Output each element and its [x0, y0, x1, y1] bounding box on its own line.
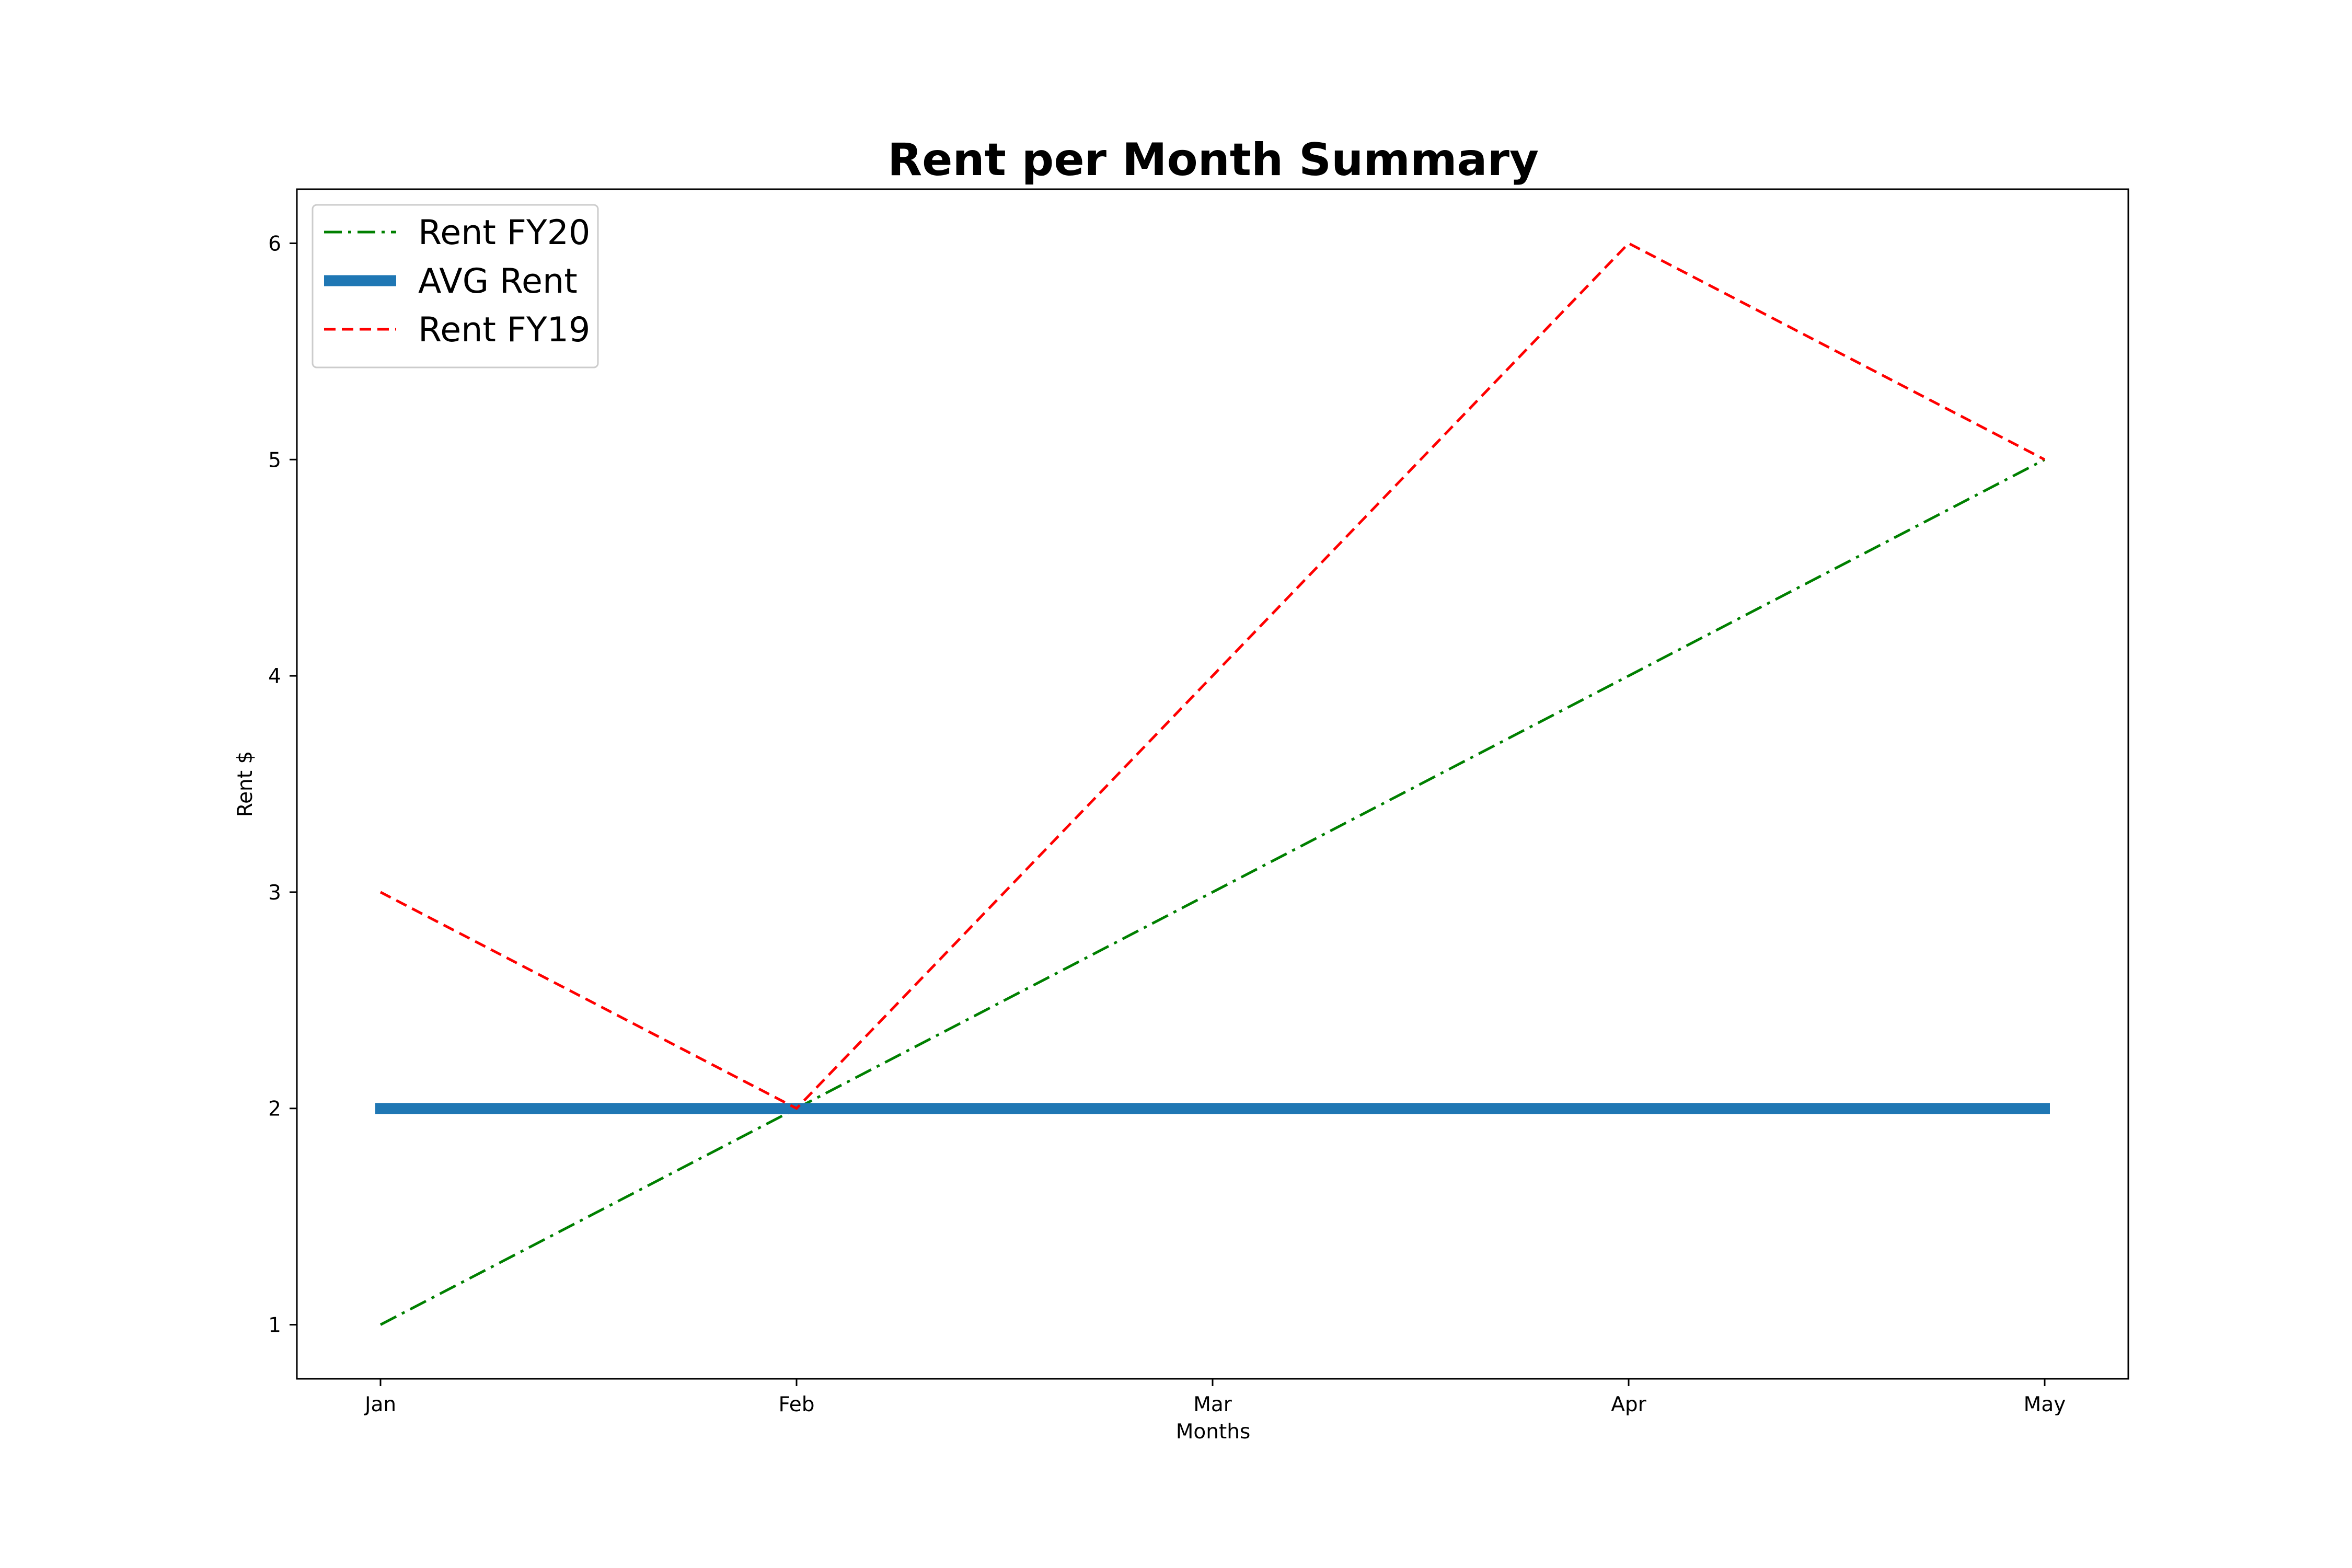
plot-area: Jan Feb Mar Apr May 1 2 3 4 5 6 — [268, 188, 2129, 1416]
y-tick-label: 5 — [268, 448, 281, 472]
series-line-3 — [379, 241, 2046, 1110]
x-tick-label: Jan — [363, 1393, 396, 1416]
series-line-1 — [379, 458, 2046, 1326]
x-axis-label: Months — [1176, 1420, 1251, 1444]
legend-box — [312, 204, 599, 368]
x-tick-label: Apr — [1611, 1393, 1646, 1416]
y-tick-label: 6 — [268, 232, 281, 256]
legend-label-1: Rent FY20 — [418, 213, 590, 252]
x-tick-label: Mar — [1193, 1393, 1232, 1416]
x-tick-label: May — [2024, 1393, 2066, 1416]
chart-title: Rent per Month Summary — [887, 134, 1539, 186]
legend-label-3: Rent FY19 — [418, 310, 590, 350]
y-tick-label: 4 — [268, 665, 281, 688]
y-tick-label: 2 — [268, 1098, 281, 1121]
y-tick-label: 3 — [268, 881, 281, 905]
legend: Rent FY20 AVG Rent Rent FY19 — [312, 204, 599, 368]
y-axis-label: Rent $ — [234, 751, 257, 817]
y-tick-label: 1 — [268, 1314, 281, 1338]
legend-label-2: AVG Rent — [418, 262, 578, 301]
x-tick-label: Feb — [778, 1393, 814, 1416]
